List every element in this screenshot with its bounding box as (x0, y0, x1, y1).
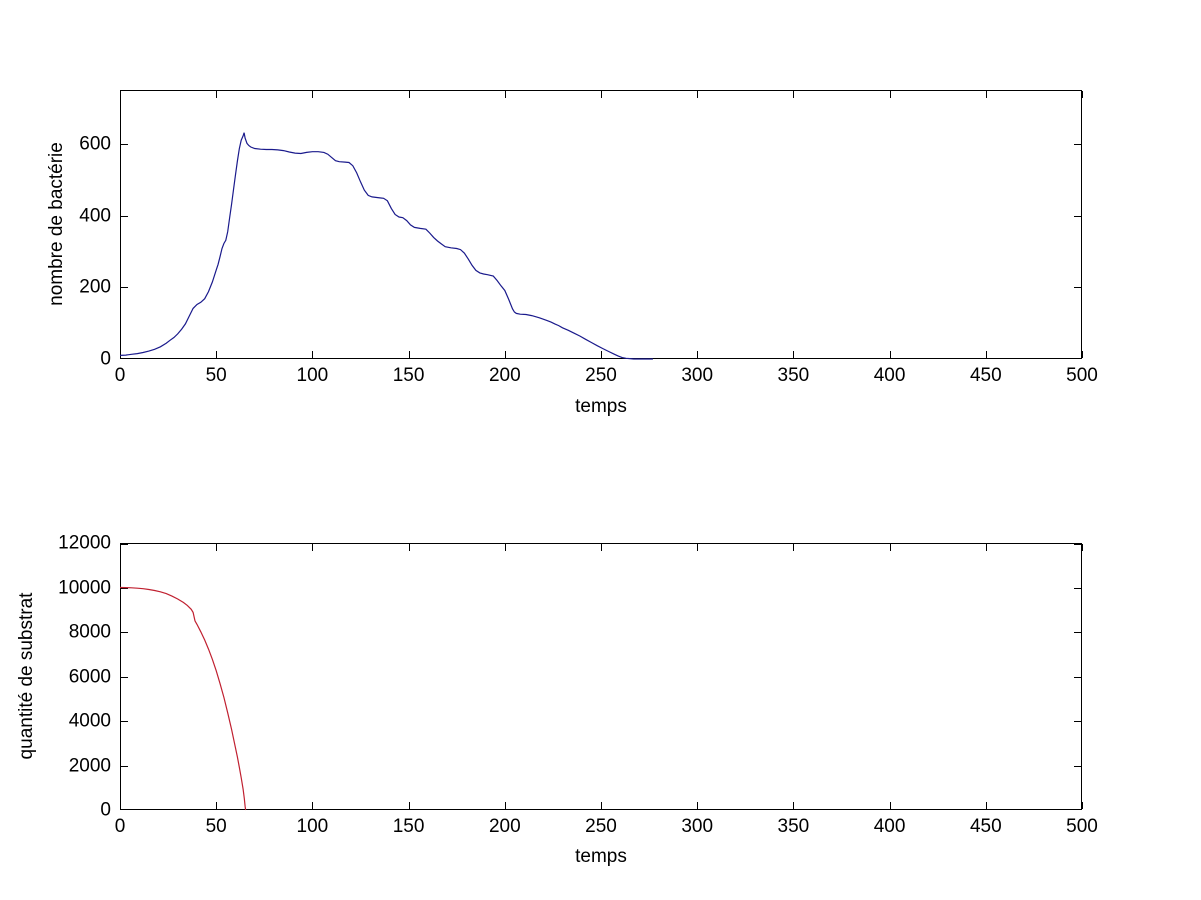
x-tick-label: 500 (1066, 365, 1098, 386)
x-tick-label: 200 (488, 365, 521, 386)
axes-box (119, 543, 1083, 811)
x-tick-label: 400 (873, 365, 906, 386)
x-tick-label: 300 (681, 816, 714, 837)
plot-area: 0 50 100 150 200 250 300 350 400 450 500 0 2000 4000 6… (58, 534, 1098, 837)
y-tick-label: 600 (79, 133, 111, 155)
axes-box (119, 90, 1083, 360)
y-tick-label: 12000 (58, 532, 111, 554)
x-tick-label: 350 (777, 816, 810, 837)
x-axis-label: temps (575, 396, 627, 417)
x-tick-label: 100 (296, 816, 329, 837)
x-tick-label: 150 (392, 365, 425, 386)
y-axis-label: quantité de substrat (16, 592, 37, 760)
y-tick-label: 200 (79, 276, 111, 298)
x-tick-label: 300 (681, 365, 714, 386)
y-tick-label: 10000 (58, 577, 111, 598)
x-tick-label: 200 (488, 816, 521, 837)
x-tick-label: 450 (969, 365, 1002, 386)
x-tick-label: 50 (205, 365, 227, 386)
x-tick-label: 450 (969, 816, 1002, 837)
x-tick-label: 500 (1066, 816, 1098, 837)
plot-area: 0 50 100 150 200 250 300 350 400 450 500 0 200 400 600 (79, 90, 1098, 385)
x-tick-label: 350 (777, 365, 810, 386)
data-line (119, 132, 653, 360)
y-tick-label: 8000 (68, 621, 111, 643)
x-tick-label: 0 (114, 816, 126, 837)
y-tick-label: 0 (100, 348, 111, 370)
y-tick-label: 400 (79, 205, 111, 227)
tick-marks (120, 544, 1083, 810)
x-tick-label: 400 (873, 816, 906, 837)
x-tick-label: 150 (392, 816, 425, 837)
data-line (119, 586, 247, 811)
y-tick-label: 6000 (68, 666, 111, 687)
tick-marks (120, 91, 1083, 359)
y-tick-label: 0 (100, 799, 111, 821)
y-tick-label: 2000 (68, 755, 111, 776)
y-tick-label: 4000 (68, 710, 111, 732)
x-tick-label: 50 (205, 816, 227, 837)
x-tick-label: 0 (114, 365, 126, 386)
x-tick-label: 100 (296, 365, 329, 386)
x-tick-label: 250 (585, 365, 617, 386)
x-tick-label: 250 (585, 816, 617, 837)
x-axis-label: temps (575, 846, 627, 867)
y-axis-label: nombre de bactérie (46, 142, 67, 306)
